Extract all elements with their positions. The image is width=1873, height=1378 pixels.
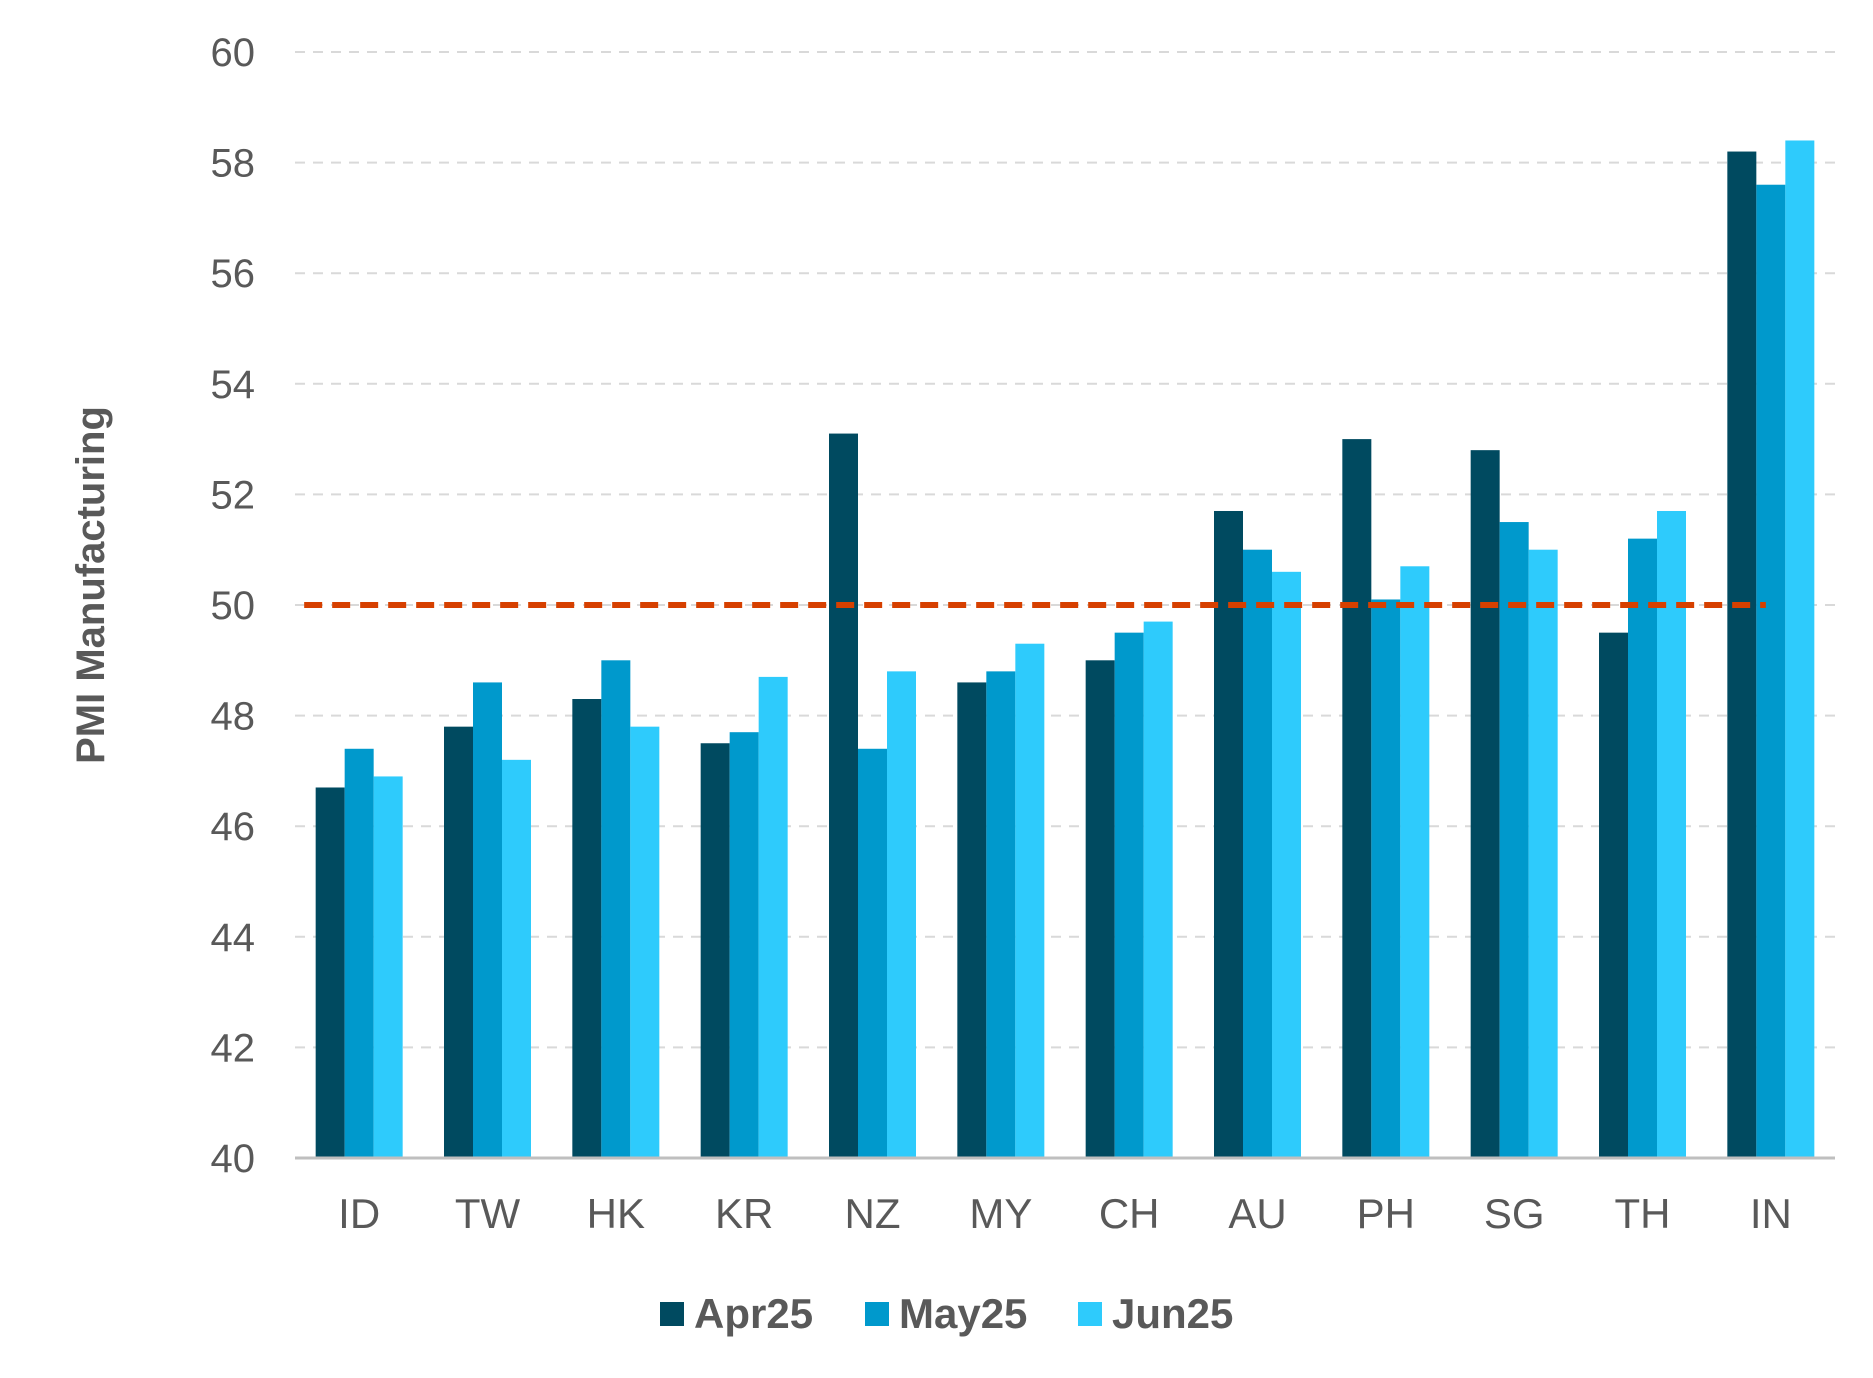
x-tick-label: ID xyxy=(338,1190,380,1237)
y-axis-ticks: 40 42 44 46 48 50 52 54 56 58 60 xyxy=(211,31,256,1181)
x-tick-label: TH xyxy=(1615,1190,1671,1237)
x-tick-label: KR xyxy=(715,1190,773,1237)
y-tick-label: 40 xyxy=(211,1137,256,1181)
bar-ph-jun25 xyxy=(1400,566,1430,1158)
y-tick-label: 54 xyxy=(211,363,256,407)
x-tick-label: NZ xyxy=(845,1190,901,1237)
bar-in-may25 xyxy=(1756,184,1786,1159)
bar-th-may25 xyxy=(1628,538,1657,1158)
bar-sg-jun25 xyxy=(1528,549,1558,1158)
bar-hk-apr25 xyxy=(572,699,602,1158)
x-tick-label: AU xyxy=(1228,1190,1286,1237)
y-tick-label: 60 xyxy=(211,31,256,75)
bar-ch-jun25 xyxy=(1143,621,1173,1158)
bar-kr-apr25 xyxy=(700,743,730,1158)
bar-au-may25 xyxy=(1243,549,1272,1158)
x-tick-label: MY xyxy=(969,1190,1032,1237)
bar-tw-apr25 xyxy=(444,726,473,1158)
legend-swatch-may25 xyxy=(865,1302,889,1326)
y-tick-label: 50 xyxy=(211,584,256,628)
legend: Apr25 May25 Jun25 xyxy=(660,1290,1233,1337)
x-tick-label: HK xyxy=(587,1190,645,1237)
bar-in-jun25 xyxy=(1785,140,1815,1159)
y-axis-title: PMI Manufacturing xyxy=(69,406,113,764)
x-tick-label: CH xyxy=(1099,1190,1160,1237)
legend-label-jun25: Jun25 xyxy=(1112,1290,1233,1337)
y-tick-label: 56 xyxy=(211,252,256,296)
bar-my-may25 xyxy=(986,671,1016,1158)
bar-au-apr25 xyxy=(1214,510,1243,1158)
legend-swatch-jun25 xyxy=(1078,1302,1102,1326)
bar-in-apr25 xyxy=(1727,151,1757,1159)
bar-sg-apr25 xyxy=(1470,450,1500,1158)
bar-sg-may25 xyxy=(1499,522,1529,1158)
legend-label-apr25: Apr25 xyxy=(694,1290,813,1337)
y-tick-label: 58 xyxy=(211,142,256,186)
bar-ch-apr25 xyxy=(1085,660,1115,1158)
bar-tw-may25 xyxy=(473,682,502,1158)
bar-nz-jun25 xyxy=(887,671,916,1158)
bar-kr-jun25 xyxy=(758,676,788,1158)
y-tick-label: 42 xyxy=(211,1026,256,1070)
bar-ph-apr25 xyxy=(1342,439,1372,1159)
x-tick-label: PH xyxy=(1357,1190,1415,1237)
bar-th-jun25 xyxy=(1657,510,1686,1158)
bar-hk-jun25 xyxy=(630,726,660,1158)
x-tick-label: IN xyxy=(1750,1190,1792,1237)
legend-label-may25: May25 xyxy=(899,1290,1027,1337)
bar-au-jun25 xyxy=(1272,571,1301,1158)
bar-nz-may25 xyxy=(858,748,887,1158)
x-tick-label: SG xyxy=(1484,1190,1545,1237)
category-labels: ID TW HK KR NZ MY CH AU PH SG TH IN xyxy=(338,1190,1792,1237)
legend-swatch-apr25 xyxy=(660,1302,684,1326)
bar-id-jun25 xyxy=(373,776,403,1158)
y-tick-label: 46 xyxy=(211,805,256,849)
bar-nz-apr25 xyxy=(829,433,858,1158)
bar-ch-may25 xyxy=(1114,632,1144,1158)
x-tick-label: TW xyxy=(455,1190,521,1237)
bar-id-may25 xyxy=(344,748,374,1158)
bar-th-apr25 xyxy=(1599,632,1628,1158)
bar-kr-may25 xyxy=(729,732,759,1158)
y-tick-label: 48 xyxy=(211,695,256,739)
bar-my-apr25 xyxy=(957,682,987,1158)
bar-tw-jun25 xyxy=(502,759,531,1158)
bar-my-jun25 xyxy=(1015,643,1045,1158)
bar-ph-may25 xyxy=(1371,599,1401,1158)
bar-id-apr25 xyxy=(315,787,345,1158)
y-tick-label: 52 xyxy=(211,473,256,517)
y-tick-label: 44 xyxy=(211,916,256,960)
bars xyxy=(315,140,1815,1159)
bar-hk-may25 xyxy=(601,660,631,1158)
